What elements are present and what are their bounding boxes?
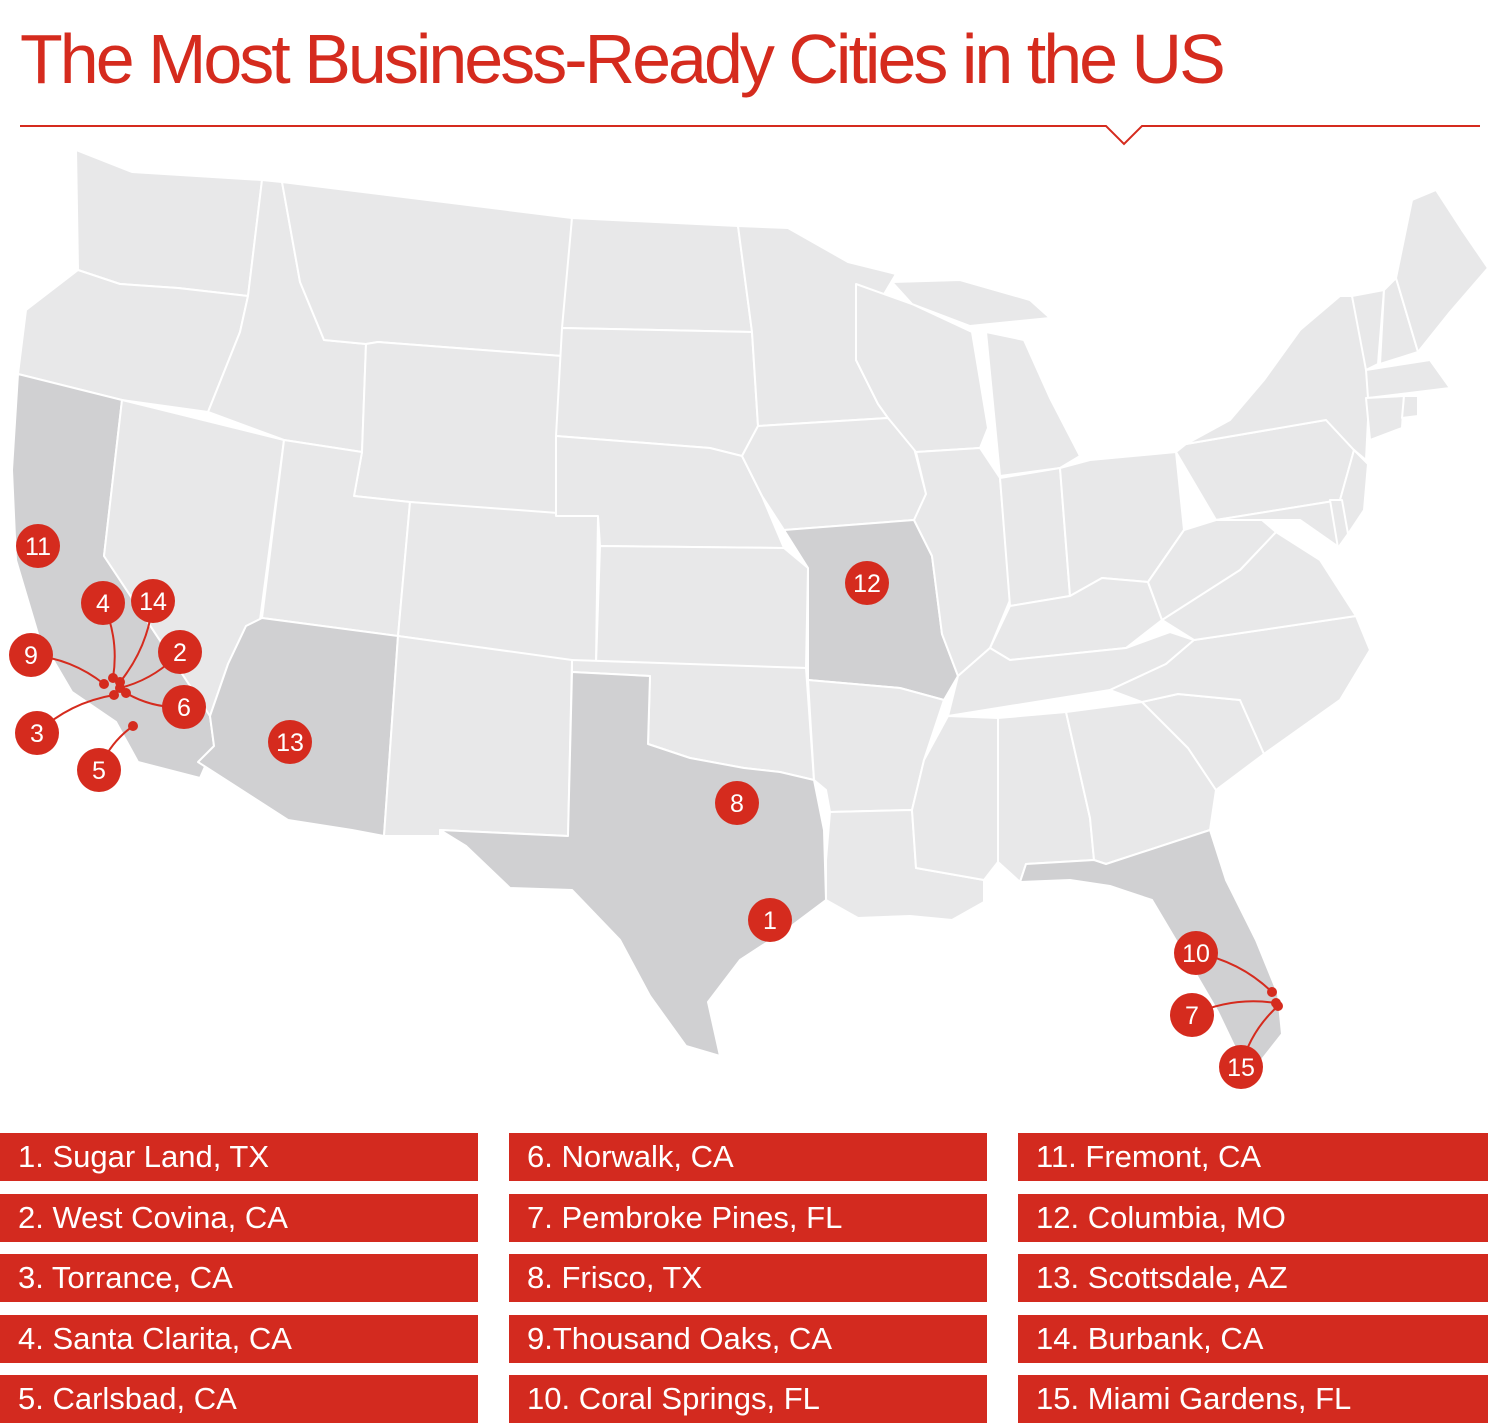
marker-label: 11 (25, 533, 51, 561)
legend-item: 13. Scottsdale, AZ (1018, 1254, 1488, 1302)
marker-circle (81, 581, 125, 625)
marker-circle (131, 579, 175, 623)
marker-circle (1170, 993, 1214, 1037)
state-vt (1351, 289, 1385, 371)
legend-item: 10. Coral Springs, FL (509, 1375, 987, 1423)
city-marker-6[interactable]: 6 (162, 685, 206, 729)
legend-item: 12. Columbia, MO (1018, 1193, 1488, 1242)
state-wa (75, 149, 263, 297)
marker-label: 7 (1185, 1002, 1199, 1030)
legend-item: 7. Pembroke Pines, FL (509, 1193, 987, 1242)
city-location-dot (99, 679, 109, 689)
title-underline (20, 125, 1480, 146)
legend-item: 3. Torrance, CA (0, 1254, 478, 1302)
city-location-dot (128, 721, 138, 731)
state-in (999, 467, 1071, 607)
city-marker-3[interactable]: 3 (15, 711, 59, 755)
city-location-dot (1273, 1001, 1283, 1011)
state-ks (595, 545, 809, 669)
marker-circle (162, 685, 206, 729)
marker-label: 2 (173, 639, 187, 667)
city-location-dot (1267, 987, 1277, 997)
city-marker-4[interactable]: 4 (81, 581, 125, 625)
city-marker-12[interactable]: 12 (845, 561, 889, 605)
marker-circle (1219, 1045, 1263, 1089)
marker-circle (16, 524, 60, 568)
marker-label: 5 (92, 757, 106, 785)
marker-circle (268, 720, 312, 764)
city-marker-13[interactable]: 13 (268, 720, 312, 764)
legend-item: 11. Fremont, CA (1018, 1133, 1488, 1181)
marker-label: 3 (30, 720, 44, 748)
legend-item: 15. Miami Gardens, FL (1018, 1375, 1488, 1423)
marker-label: 1 (763, 907, 777, 935)
legend-item: 8. Frisco, TX (509, 1254, 987, 1302)
state-mt (281, 181, 573, 357)
page-title: The Most Business-Ready Cities in the US (20, 20, 1226, 98)
state-wy (353, 341, 563, 517)
marker-circle (15, 711, 59, 755)
state-ma (1365, 359, 1451, 399)
legend-item: 9.Thousand Oaks, CA (509, 1314, 987, 1363)
state-mi (891, 279, 1081, 477)
state-tx (439, 671, 827, 1057)
city-location-dot (109, 690, 119, 700)
state-tn (947, 631, 1195, 717)
state-ms (911, 715, 999, 881)
marker-label: 12 (853, 570, 881, 598)
marker-circle (845, 561, 889, 605)
state-ri (1401, 395, 1419, 419)
marker-label: 13 (276, 729, 304, 757)
state-nc (1109, 615, 1371, 755)
legend-item: 6. Norwalk, CA (509, 1133, 987, 1181)
city-location-dot (121, 688, 131, 698)
state-nm (383, 635, 573, 837)
city-marker-8[interactable]: 8 (715, 781, 759, 825)
legend-item: 5. Carlsbad, CA (0, 1375, 478, 1423)
marker-label: 8 (730, 790, 744, 818)
city-marker-9[interactable]: 9 (9, 633, 53, 677)
city-marker-10[interactable]: 10 (1174, 931, 1218, 975)
city-marker-5[interactable]: 5 (77, 748, 121, 792)
marker-label: 15 (1227, 1054, 1255, 1082)
state-ct (1365, 395, 1405, 441)
marker-label: 14 (139, 588, 167, 616)
city-marker-1[interactable]: 1 (748, 898, 792, 942)
marker-circle (715, 781, 759, 825)
legend-item: 14. Burbank, CA (1018, 1314, 1488, 1363)
marker-circle (158, 630, 202, 674)
city-marker-7[interactable]: 7 (1170, 993, 1214, 1037)
state-nd (561, 217, 753, 333)
state-fl (1019, 829, 1283, 1063)
state-wv (1147, 519, 1277, 621)
city-marker-14[interactable]: 14 (131, 579, 175, 623)
marker-circle (9, 633, 53, 677)
legend-item: 1. Sugar Land, TX (0, 1133, 478, 1181)
marker-label: 10 (1182, 940, 1210, 968)
marker-circle (748, 898, 792, 942)
city-marker-15[interactable]: 15 (1219, 1045, 1263, 1089)
marker-label: 9 (24, 642, 38, 670)
state-de (1329, 499, 1349, 549)
city-location-dot (115, 677, 125, 687)
state-sd (555, 327, 759, 457)
city-marker-2[interactable]: 2 (158, 630, 202, 674)
legend-item: 4. Santa Clarita, CA (0, 1314, 478, 1363)
marker-label: 6 (177, 694, 191, 722)
state-me (1395, 189, 1489, 353)
city-marker-11[interactable]: 11 (16, 524, 60, 568)
marker-circle (77, 748, 121, 792)
marker-label: 4 (96, 590, 110, 618)
legend-item: 2. West Covina, CA (0, 1193, 478, 1242)
state-md (1215, 499, 1341, 549)
marker-circle (1174, 931, 1218, 975)
